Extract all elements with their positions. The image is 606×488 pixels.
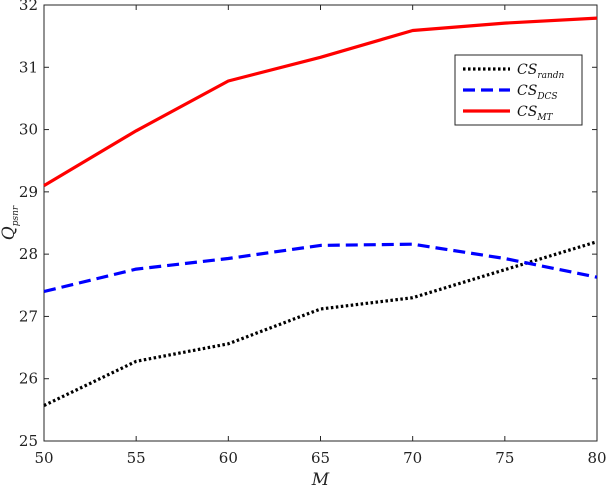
y-tick-label: 32	[19, 0, 38, 14]
y-tick-label: 26	[19, 370, 38, 388]
x-tick-label: 75	[495, 449, 514, 467]
legend-box	[454, 54, 583, 126]
y-tick-label: 29	[19, 183, 38, 201]
x-tick-label: 70	[403, 449, 422, 467]
x-tick-label: 80	[587, 449, 606, 467]
legend-entry-name: CS	[517, 83, 537, 99]
x-tick-label: 50	[34, 449, 53, 467]
axis-ticks: 50 55 60 65 70 75 80 25 26 27 28 29 30 31 32	[19, 0, 606, 467]
legend-entry: CSrandn	[517, 62, 565, 81]
x-tick-label: 65	[311, 449, 330, 467]
x-tick-label: 55	[127, 449, 146, 467]
series-line-mt	[43, 16, 598, 187]
x-axis-title: M	[311, 470, 330, 488]
legend-entry-name: CS	[517, 62, 537, 78]
y-axis-title-subscript: psnr	[11, 205, 21, 226]
y-tick-label: 30	[19, 121, 38, 139]
series-lines	[43, 16, 598, 407]
legend-entry-subscript: DCS	[536, 92, 557, 102]
y-axis-title: Qpsnr	[0, 205, 21, 240]
y-tick-label: 31	[19, 58, 38, 76]
x-tick-label: 60	[219, 449, 238, 467]
legend-entry-name: CS	[517, 104, 537, 120]
y-tick-label: 27	[19, 307, 38, 325]
legend-entry: CSDCS	[517, 83, 558, 102]
y-axis-title-main: Q	[0, 226, 19, 240]
y-tick-label: 25	[19, 432, 38, 450]
legend-entry-subscript: randn	[537, 71, 564, 81]
y-tick-label: 28	[19, 245, 38, 263]
legend-entry-subscript: MT	[536, 113, 553, 123]
legend-entry: CSMT	[517, 104, 554, 123]
series-line-randn	[43, 240, 598, 407]
series-line-dcs	[43, 242, 598, 294]
